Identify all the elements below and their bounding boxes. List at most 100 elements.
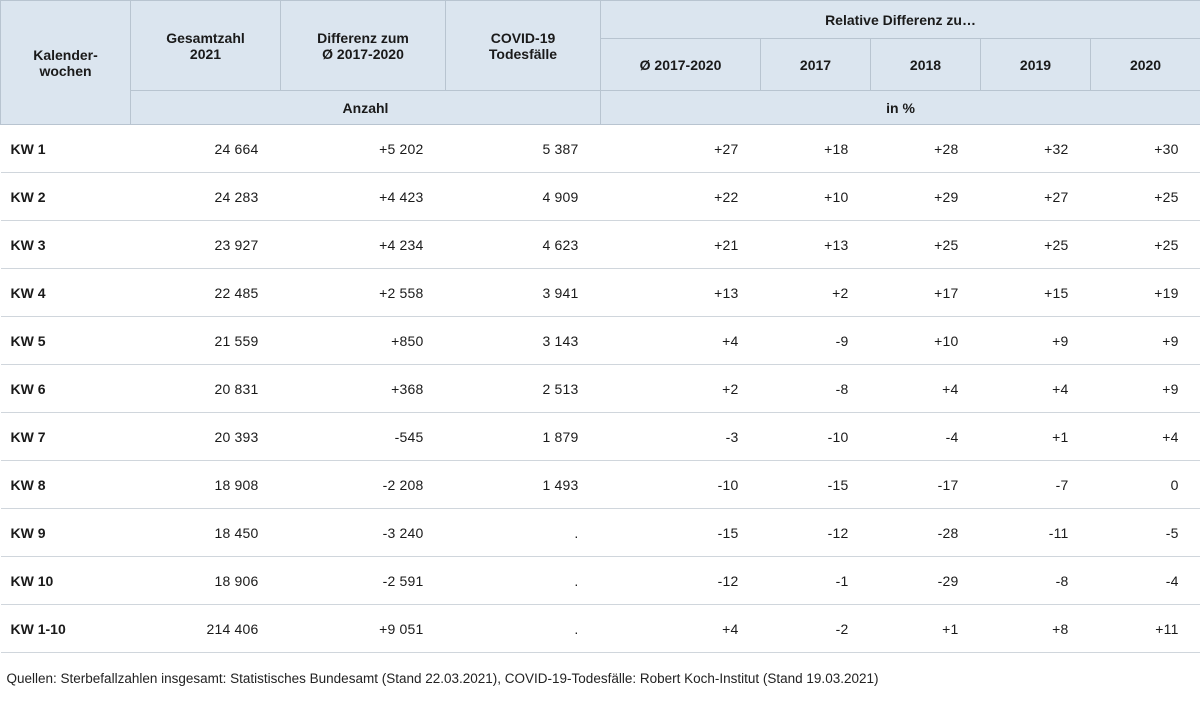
cell-diff: -2 591: [281, 557, 446, 605]
source-text: Quellen: Sterbefallzahlen insgesamt: Sta…: [1, 653, 1200, 701]
cell-covid: 4 909: [446, 173, 601, 221]
table-row: KW 124 664+5 2025 387+27+18+28+32+30: [1, 125, 1200, 173]
table-header: Kalender- wochen Gesamtzahl 2021 Differe…: [1, 1, 1200, 125]
col-header-diff: Differenz zum Ø 2017-2020: [281, 1, 446, 91]
cell-gesamt: 18 906: [131, 557, 281, 605]
cell-diff: +4 423: [281, 173, 446, 221]
cell-gesamt: 18 450: [131, 509, 281, 557]
cell-rel-2018: +28: [871, 125, 981, 173]
cell-gesamt: 24 664: [131, 125, 281, 173]
cell-rel-2017: +10: [761, 173, 871, 221]
cell-rel-avg: +2: [601, 365, 761, 413]
table-row: KW 224 283+4 4234 909+22+10+29+27+25: [1, 173, 1200, 221]
cell-rel-avg: -10: [601, 461, 761, 509]
cell-rel-2019: -8: [981, 557, 1091, 605]
cell-diff: +5 202: [281, 125, 446, 173]
cell-rel-2017: -8: [761, 365, 871, 413]
cell-covid: .: [446, 557, 601, 605]
cell-kw: KW 5: [1, 317, 131, 365]
cell-rel-2017: -2: [761, 605, 871, 653]
table-row: KW 720 393-5451 879-3-10-4+1+4: [1, 413, 1200, 461]
cell-diff: +2 558: [281, 269, 446, 317]
cell-rel-2020: -5: [1091, 509, 1200, 557]
cell-rel-2017: +18: [761, 125, 871, 173]
cell-rel-2020: +19: [1091, 269, 1200, 317]
table-row: KW 918 450-3 240.-15-12-28-11-5: [1, 509, 1200, 557]
cell-diff: -545: [281, 413, 446, 461]
cell-rel-2018: +1: [871, 605, 981, 653]
cell-rel-2017: -12: [761, 509, 871, 557]
cell-rel-2020: +25: [1091, 221, 1200, 269]
cell-covid: 1 493: [446, 461, 601, 509]
cell-gesamt: 20 393: [131, 413, 281, 461]
cell-kw: KW 6: [1, 365, 131, 413]
cell-rel-2020: +25: [1091, 173, 1200, 221]
cell-rel-2020: +11: [1091, 605, 1200, 653]
cell-rel-2019: +1: [981, 413, 1091, 461]
cell-covid: 3 941: [446, 269, 601, 317]
cell-covid: 2 513: [446, 365, 601, 413]
cell-rel-avg: -15: [601, 509, 761, 557]
cell-rel-2020: +30: [1091, 125, 1200, 173]
table-row: KW 422 485+2 5583 941+13+2+17+15+19: [1, 269, 1200, 317]
cell-kw: KW 10: [1, 557, 131, 605]
cell-covid: .: [446, 509, 601, 557]
table-row: KW 1018 906-2 591.-12-1-29-8-4: [1, 557, 1200, 605]
col-header-kw: Kalender- wochen: [1, 1, 131, 125]
cell-rel-2019: +4: [981, 365, 1091, 413]
cell-kw: KW 1: [1, 125, 131, 173]
cell-diff: -2 208: [281, 461, 446, 509]
table-row: KW 620 831+3682 513+2-8+4+4+9: [1, 365, 1200, 413]
cell-rel-2017: -15: [761, 461, 871, 509]
table-row: KW 1-10214 406+9 051.+4-2+1+8+11: [1, 605, 1200, 653]
cell-rel-2018: -29: [871, 557, 981, 605]
cell-rel-2019: -7: [981, 461, 1091, 509]
cell-kw: KW 4: [1, 269, 131, 317]
cell-rel-2018: -17: [871, 461, 981, 509]
cell-rel-avg: +21: [601, 221, 761, 269]
cell-covid: 3 143: [446, 317, 601, 365]
cell-rel-2017: +2: [761, 269, 871, 317]
col-header-2017: 2017: [761, 39, 871, 91]
cell-rel-2017: -1: [761, 557, 871, 605]
col-header-rel-group: Relative Differenz zu…: [601, 1, 1200, 39]
cell-rel-2019: +9: [981, 317, 1091, 365]
cell-rel-2020: +4: [1091, 413, 1200, 461]
cell-rel-2018: +17: [871, 269, 981, 317]
cell-rel-avg: -3: [601, 413, 761, 461]
cell-diff: +9 051: [281, 605, 446, 653]
col-header-2018: 2018: [871, 39, 981, 91]
cell-diff: -3 240: [281, 509, 446, 557]
cell-rel-2017: -10: [761, 413, 871, 461]
table-row: KW 521 559+8503 143+4-9+10+9+9: [1, 317, 1200, 365]
col-header-2019: 2019: [981, 39, 1091, 91]
cell-gesamt: 22 485: [131, 269, 281, 317]
cell-rel-avg: +27: [601, 125, 761, 173]
subheader-anzahl: Anzahl: [131, 91, 601, 125]
cell-rel-avg: +4: [601, 317, 761, 365]
cell-rel-2017: -9: [761, 317, 871, 365]
cell-rel-2019: -11: [981, 509, 1091, 557]
cell-rel-avg: +22: [601, 173, 761, 221]
cell-rel-2019: +27: [981, 173, 1091, 221]
cell-rel-2018: -4: [871, 413, 981, 461]
cell-covid: .: [446, 605, 601, 653]
cell-kw: KW 9: [1, 509, 131, 557]
cell-rel-2017: +13: [761, 221, 871, 269]
table-row: KW 818 908-2 2081 493-10-15-17-70: [1, 461, 1200, 509]
cell-gesamt: 21 559: [131, 317, 281, 365]
col-header-rel-avg: Ø 2017-2020: [601, 39, 761, 91]
cell-rel-2018: +29: [871, 173, 981, 221]
cell-rel-2018: +10: [871, 317, 981, 365]
source-row: Quellen: Sterbefallzahlen insgesamt: Sta…: [1, 653, 1200, 701]
subheader-inpct: in %: [601, 91, 1200, 125]
cell-kw: KW 2: [1, 173, 131, 221]
cell-gesamt: 18 908: [131, 461, 281, 509]
cell-rel-2019: +15: [981, 269, 1091, 317]
cell-rel-2018: +25: [871, 221, 981, 269]
cell-diff: +368: [281, 365, 446, 413]
cell-diff: +4 234: [281, 221, 446, 269]
cell-covid: 5 387: [446, 125, 601, 173]
col-header-2020: 2020: [1091, 39, 1200, 91]
cell-rel-2020: +9: [1091, 365, 1200, 413]
